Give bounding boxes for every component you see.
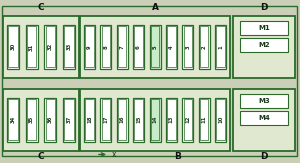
Bar — [8, 26, 18, 67]
Text: 3: 3 — [185, 45, 190, 49]
Text: 4: 4 — [169, 45, 174, 49]
Bar — [118, 99, 127, 140]
Text: 1: 1 — [218, 45, 223, 49]
Bar — [80, 89, 230, 150]
Bar — [85, 26, 94, 67]
Text: C: C — [38, 151, 44, 161]
Bar — [240, 21, 288, 35]
Text: M2: M2 — [258, 42, 270, 48]
Text: 5: 5 — [152, 45, 158, 49]
Bar — [151, 99, 159, 140]
Bar — [84, 98, 95, 141]
Bar — [85, 99, 94, 140]
Text: 12: 12 — [185, 116, 190, 123]
Bar — [200, 26, 208, 67]
Text: x: x — [112, 150, 116, 159]
Bar — [27, 99, 36, 140]
Bar — [215, 98, 226, 141]
Bar — [44, 98, 56, 141]
Bar — [151, 26, 159, 67]
Bar — [182, 98, 193, 141]
Bar — [133, 98, 144, 141]
Text: 16: 16 — [120, 116, 125, 123]
Bar — [233, 89, 295, 150]
Text: 6: 6 — [136, 45, 141, 49]
Bar — [166, 25, 177, 69]
Bar — [100, 98, 111, 141]
Text: 10: 10 — [218, 116, 223, 123]
Text: 36: 36 — [48, 116, 53, 123]
Bar — [100, 25, 111, 69]
Text: 13: 13 — [169, 116, 174, 123]
Bar — [216, 26, 225, 67]
Bar — [182, 25, 193, 69]
Bar — [64, 99, 74, 140]
Bar — [200, 99, 208, 140]
Bar — [63, 25, 75, 69]
Text: 14: 14 — [152, 116, 158, 123]
Text: 33: 33 — [67, 43, 71, 51]
Text: 31: 31 — [29, 43, 34, 51]
Bar — [134, 26, 143, 67]
Text: 30: 30 — [11, 43, 16, 51]
Bar — [166, 98, 177, 141]
Text: 34: 34 — [11, 116, 16, 123]
Bar — [133, 25, 144, 69]
Bar — [7, 98, 19, 141]
Text: 18: 18 — [87, 116, 92, 123]
Bar — [117, 98, 128, 141]
Bar — [102, 99, 110, 140]
Text: D: D — [260, 3, 268, 12]
Bar — [102, 26, 110, 67]
Bar — [184, 26, 192, 67]
Bar — [240, 111, 288, 125]
Bar — [134, 99, 143, 140]
Bar — [44, 25, 56, 69]
Text: 32: 32 — [48, 43, 53, 51]
Bar — [233, 16, 295, 78]
Bar — [27, 26, 36, 67]
Text: 37: 37 — [67, 116, 71, 123]
Bar — [63, 98, 75, 141]
Bar — [199, 25, 210, 69]
Bar — [84, 25, 95, 69]
Bar — [118, 26, 127, 67]
Text: D: D — [260, 151, 268, 161]
Bar — [167, 26, 176, 67]
Text: 17: 17 — [103, 116, 108, 123]
Bar — [3, 16, 79, 78]
Text: M3: M3 — [258, 98, 270, 104]
Text: 11: 11 — [202, 116, 207, 123]
Text: 35: 35 — [29, 116, 34, 123]
Text: M4: M4 — [258, 115, 270, 121]
Text: 7: 7 — [120, 45, 125, 49]
Bar — [7, 25, 19, 69]
Bar — [3, 89, 79, 150]
Bar — [149, 25, 161, 69]
Bar — [26, 25, 38, 69]
Bar — [80, 16, 230, 78]
Text: 15: 15 — [136, 116, 141, 123]
Bar — [64, 26, 74, 67]
Bar — [149, 98, 161, 141]
Text: B: B — [174, 151, 181, 161]
Bar — [240, 38, 288, 52]
Bar — [184, 99, 192, 140]
Text: A: A — [152, 3, 158, 12]
Text: M1: M1 — [258, 25, 270, 31]
Bar — [167, 99, 176, 140]
Text: 9: 9 — [87, 45, 92, 49]
Bar — [216, 99, 225, 140]
Bar — [26, 98, 38, 141]
Bar — [8, 99, 18, 140]
Text: C: C — [38, 3, 44, 12]
Bar — [46, 26, 55, 67]
Bar — [215, 25, 226, 69]
Bar — [46, 99, 55, 140]
Text: 2: 2 — [202, 45, 207, 49]
Bar — [199, 98, 210, 141]
Text: 8: 8 — [103, 45, 108, 49]
Bar — [240, 94, 288, 108]
Bar — [117, 25, 128, 69]
